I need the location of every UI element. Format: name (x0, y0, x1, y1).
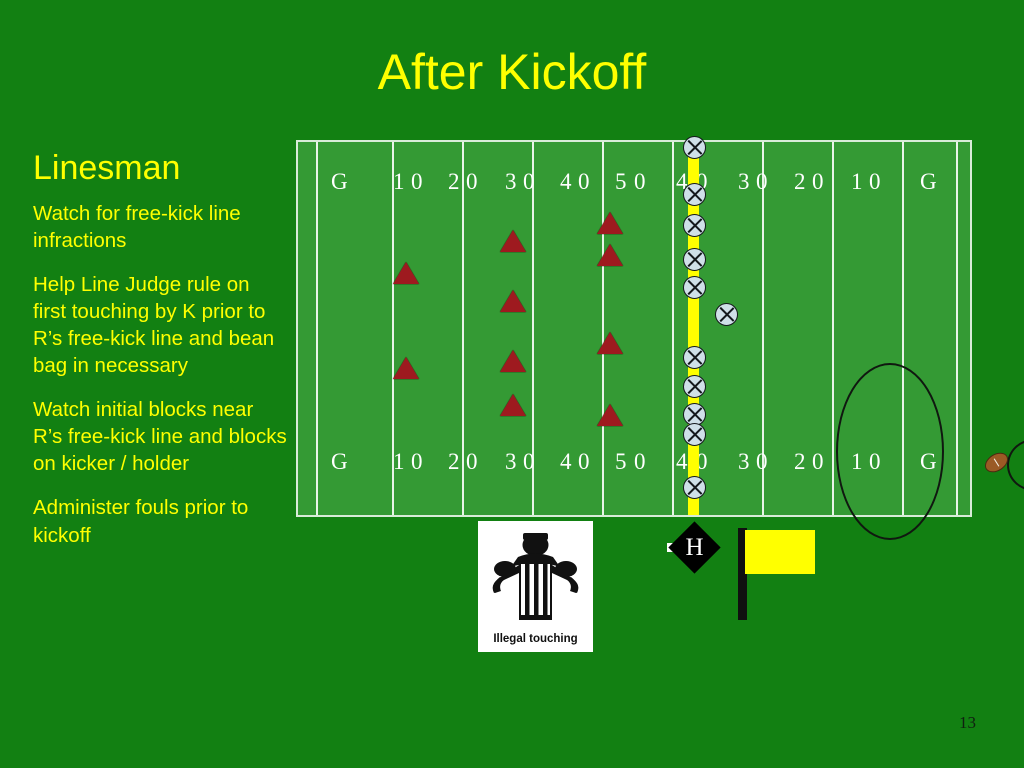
free-kick-line (688, 142, 699, 515)
official-letter: H (685, 534, 704, 561)
yard-label: 0 (411, 169, 423, 194)
signal-caption: Illegal touching (493, 633, 578, 645)
penalty-flag-icon (738, 528, 818, 620)
receiving-team-player (683, 375, 706, 398)
yard-label: 0 (523, 169, 535, 194)
yard-label: 2 (794, 449, 806, 474)
kicking-team-player (597, 212, 623, 234)
yard-label: 0 (869, 169, 881, 194)
kicking-team-player (500, 394, 526, 416)
bullet-item: Watch initial blocks near R’s free-kick … (33, 398, 287, 476)
yard-label: 4 (560, 449, 572, 474)
yard-label: 0 (466, 449, 478, 474)
yard-line (602, 142, 604, 515)
receiving-team-player (683, 346, 706, 369)
receiving-team-player (683, 136, 706, 159)
yard-label: 0 (634, 169, 646, 194)
receiving-team-player (683, 183, 706, 206)
yard-label: 0 (696, 169, 708, 194)
yard-label: 2 (794, 169, 806, 194)
yard-line (762, 142, 764, 515)
yard-label: 3 (738, 169, 750, 194)
returner-ellipse (1007, 439, 1024, 491)
yard-label: 0 (756, 449, 768, 474)
yard-line (672, 142, 674, 515)
yard-line (392, 142, 394, 515)
yard-line (832, 142, 834, 515)
yard-line (462, 142, 464, 515)
page-title: After Kickoff (377, 43, 647, 100)
yard-label: 4 (676, 449, 688, 474)
yard-label: 1 (393, 449, 405, 474)
kicking-team-player (393, 357, 419, 379)
coverage-ellipse (836, 363, 944, 540)
head-linesman-marker: H (662, 521, 734, 574)
yard-label: 5 (615, 449, 627, 474)
referee-figure-icon (492, 533, 579, 620)
receiving-team-player (715, 303, 738, 326)
yard-label: 0 (411, 449, 423, 474)
yard-label: 3 (738, 449, 750, 474)
kicking-team-player (500, 290, 526, 312)
slide-number: 13 (959, 713, 976, 732)
yard-label: 2 (448, 169, 460, 194)
yard-label: 4 (560, 169, 572, 194)
kicking-team-player (597, 244, 623, 266)
illegal-touching-signal-image: Illegal touching (478, 521, 593, 652)
yard-line (532, 142, 534, 515)
yard-label: 0 (578, 449, 590, 474)
kicking-team-player (597, 404, 623, 426)
yard-line (956, 142, 958, 515)
yard-label: 1 (851, 169, 863, 194)
receiving-team-player (683, 214, 706, 237)
panel-heading: Linesman (33, 149, 181, 187)
yard-label: 2 (448, 449, 460, 474)
yard-label: 0 (466, 169, 478, 194)
kicking-team-player (500, 230, 526, 252)
receiving-team-player (683, 248, 706, 271)
yard-label: 1 (393, 169, 405, 194)
receiving-team-player (683, 476, 706, 499)
kicking-team-player (500, 350, 526, 372)
kicking-team-player (597, 332, 623, 354)
yard-label: 5 (615, 169, 627, 194)
yard-label: 3 (505, 169, 517, 194)
bullet-item: Watch for free-kick line infractions (33, 202, 241, 253)
receiving-team-player (683, 276, 706, 299)
bullet-item: Administer fouls prior to kickoff (33, 496, 249, 547)
yard-label: 0 (634, 449, 646, 474)
yard-label: 0 (812, 449, 824, 474)
yard-label: 0 (812, 169, 824, 194)
yard-label: 3 (505, 449, 517, 474)
linesman-text-panel: Linesman Watch for free-kick line infrac… (33, 150, 288, 566)
yard-label: G (331, 449, 348, 474)
kicking-team-player (393, 262, 419, 284)
yard-label: 0 (756, 169, 768, 194)
yard-label: G (331, 169, 348, 194)
yard-label: G (920, 169, 937, 194)
flag-cloth (745, 530, 815, 574)
yard-label: 0 (696, 449, 708, 474)
yard-line (316, 142, 318, 515)
yard-label: 4 (676, 169, 688, 194)
yard-label: 0 (578, 169, 590, 194)
flag-pole (738, 528, 747, 620)
yard-label: 0 (523, 449, 535, 474)
yard-line (902, 142, 904, 515)
bullet-item: Help Line Judge rule on first touching b… (33, 273, 275, 378)
receiving-team-player (683, 423, 706, 446)
